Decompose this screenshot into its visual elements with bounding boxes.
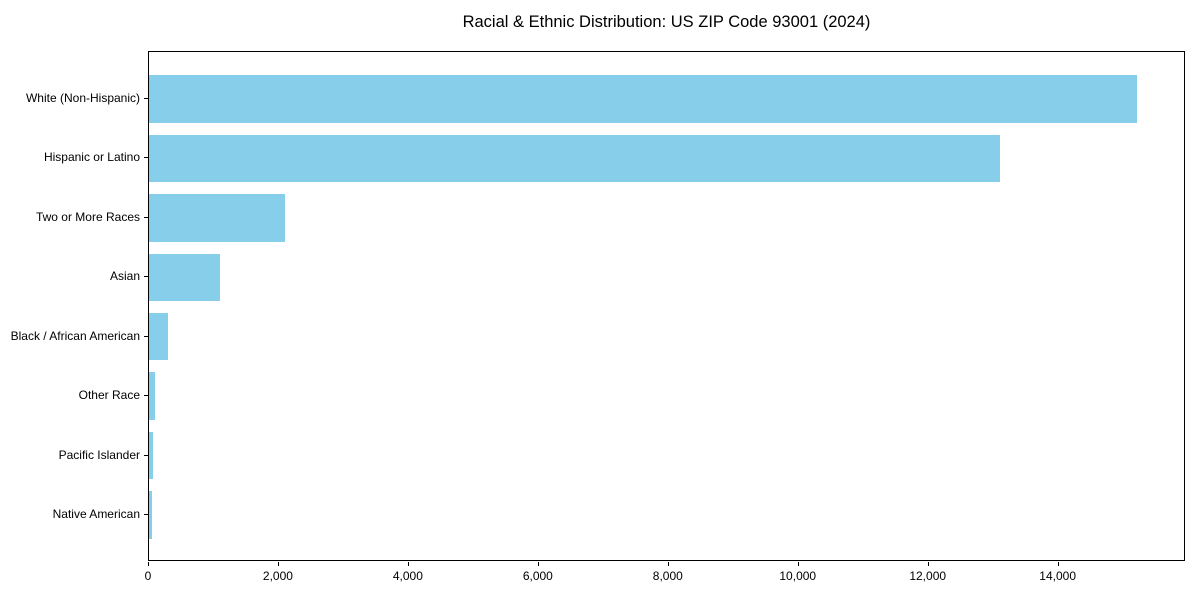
y-tick-mark: [144, 514, 148, 516]
bar-pacific-islander: [149, 431, 153, 480]
y-tick-mark: [144, 216, 148, 218]
x-tick-mark: [667, 562, 669, 566]
bar-other-race: [149, 372, 156, 420]
x-tick-mark: [407, 562, 409, 566]
bar-hispanic-or-latino: [149, 134, 1001, 183]
x-tick-label: 10,000: [779, 569, 817, 583]
bar-black-african-american: [149, 312, 169, 361]
x-tick-label: 2,000: [262, 569, 293, 583]
x-tick-mark: [537, 562, 539, 566]
x-tick-mark: [277, 562, 279, 566]
plot-area: [148, 51, 1185, 561]
x-tick-mark: [927, 562, 929, 566]
bar-asian: [149, 253, 221, 302]
x-tick-mark: [148, 562, 149, 566]
y-tick-label: Hispanic or Latino: [43, 150, 140, 165]
x-tick-label: 12,000: [909, 569, 947, 583]
y-tick-label: Black / African American: [10, 328, 140, 343]
y-tick-mark: [144, 157, 148, 159]
x-tick-mark: [797, 562, 799, 566]
bar-white-non-hispanic: [149, 75, 1137, 123]
y-tick-mark: [144, 335, 148, 337]
x-tick-label: 14,000: [1039, 569, 1076, 583]
y-tick-label: Pacific Islander: [58, 447, 140, 462]
bar-two-or-more-races: [149, 194, 286, 242]
y-tick-mark: [144, 276, 148, 278]
x-tick-mark: [1057, 562, 1059, 566]
x-tick-label: 6,000: [522, 569, 553, 583]
y-tick-label: Other Race: [78, 388, 140, 403]
x-tick-label: 4,000: [392, 569, 423, 583]
y-tick-label: Two or More Races: [35, 209, 140, 224]
y-tick-label: Asian: [109, 269, 140, 284]
y-tick-mark: [144, 395, 148, 397]
y-tick-mark: [144, 97, 148, 99]
y-tick-label: Native American: [52, 507, 140, 522]
bar-native-american: [149, 491, 152, 539]
y-tick-label: White (Non-Hispanic): [25, 90, 140, 105]
chart-title: Racial & Ethnic Distribution: US ZIP Cod…: [462, 13, 871, 31]
y-tick-mark: [144, 454, 148, 456]
x-tick-label: 0: [144, 569, 152, 583]
x-tick-label: 8,000: [652, 569, 683, 583]
